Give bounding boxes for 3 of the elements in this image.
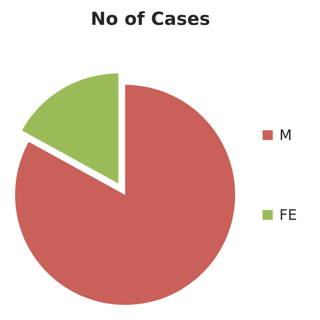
legend-label: M [280, 130, 290, 140]
legend-label: FE [280, 209, 296, 220]
chart-title: No of Cases [92, 11, 210, 26]
